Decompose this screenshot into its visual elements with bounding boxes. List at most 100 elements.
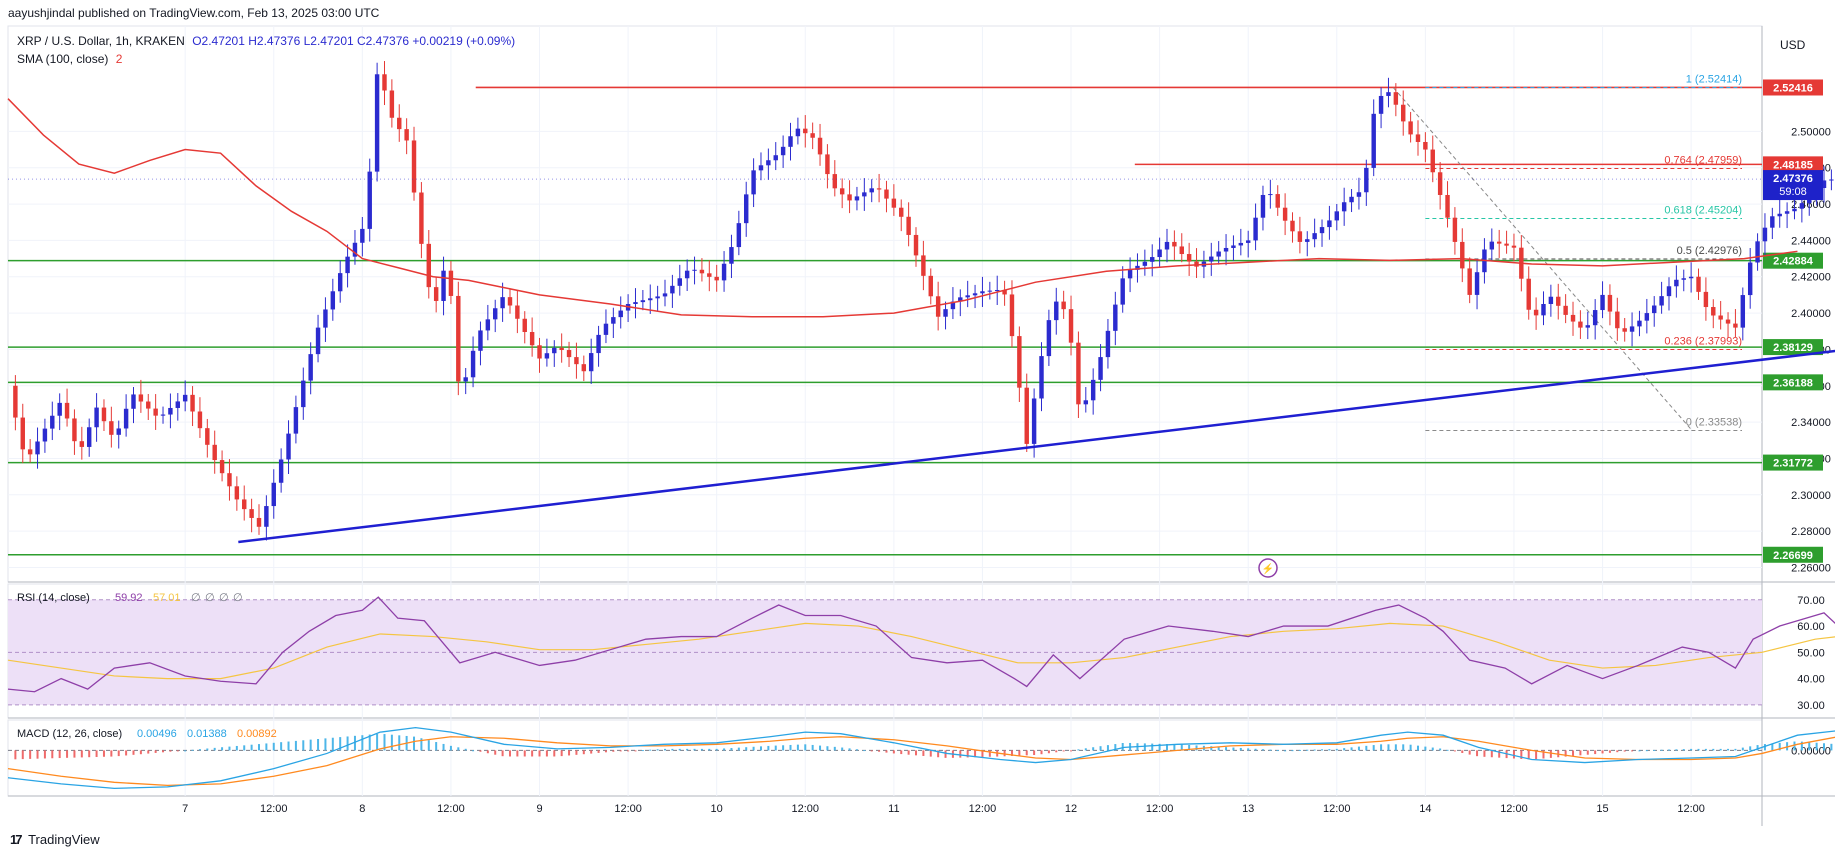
candle-up <box>1474 272 1480 295</box>
rsi-line <box>7 596 1835 693</box>
macd-histogram-bar <box>708 748 711 751</box>
macd-histogram-bar <box>1667 749 1670 751</box>
macd-histogram-bar <box>1010 750 1013 756</box>
candle-down <box>1711 307 1716 316</box>
macd-histogram-bar <box>1498 750 1501 758</box>
macd-histogram-bar <box>826 746 829 751</box>
support-price-badge <box>1763 339 1823 356</box>
macd-histogram-bar <box>1520 750 1523 759</box>
candle-down <box>433 287 439 301</box>
macd-histogram-bar <box>1099 746 1102 751</box>
candle-up <box>293 407 299 434</box>
candle-down <box>79 441 85 447</box>
sma-legend[interactable]: SMA (100, close) 2 <box>17 52 122 66</box>
candle-up <box>1054 301 1059 321</box>
candle-down <box>1703 291 1709 308</box>
candle-down <box>1615 311 1620 329</box>
macd-histogram-bar <box>1261 749 1264 751</box>
macd-histogram-bar <box>915 750 918 756</box>
rsi-tick-label: 60.00 <box>1797 621 1825 633</box>
sma-100-line <box>7 98 1798 318</box>
candle-up <box>1157 249 1162 258</box>
price-tick-label: 2.30000 <box>1791 490 1831 502</box>
candle-up <box>1548 296 1554 304</box>
macd-histogram-bar <box>435 742 438 751</box>
macd-histogram-bar <box>1431 747 1434 751</box>
macd-histogram-bar <box>1092 747 1095 751</box>
candle-down <box>1290 220 1295 232</box>
macd-histogram-bar <box>398 735 401 751</box>
candle-up <box>478 330 483 351</box>
macd-histogram-bar <box>228 746 231 751</box>
macd-histogram-bar <box>1350 747 1353 751</box>
macd-histogram-bar <box>154 750 157 753</box>
candle-up <box>1740 295 1746 328</box>
support-price-label: 2.42884 <box>1773 256 1814 268</box>
candle-down <box>537 345 542 359</box>
macd-histogram-bar <box>619 750 622 752</box>
rsi-value: ∅ <box>205 592 215 604</box>
candle-down <box>832 174 838 189</box>
candle-up <box>965 295 970 298</box>
macd-histogram-bar <box>413 736 416 751</box>
candle-down <box>899 207 904 217</box>
candle-up <box>57 402 62 416</box>
macd-histogram-bar <box>58 750 61 759</box>
candle-up <box>1784 211 1790 214</box>
macd-histogram-bar <box>1719 748 1722 751</box>
candle-down <box>1437 172 1443 195</box>
candle-up <box>943 309 948 317</box>
macd-histogram-bar <box>1247 748 1250 751</box>
tradingview-logo[interactable]: 17 TradingView <box>10 832 100 847</box>
macd-histogram-bar <box>1402 744 1405 751</box>
macd-histogram-bar <box>265 743 268 751</box>
currency-label[interactable]: USD <box>1780 38 1806 52</box>
macd-histogram-bar <box>250 744 253 751</box>
macd-histogram-bar <box>1786 742 1789 751</box>
macd-histogram-bar <box>516 750 519 757</box>
candle-down <box>1526 278 1531 310</box>
candle-up <box>1386 92 1391 96</box>
candle-down <box>219 460 225 474</box>
macd-histogram-bar <box>1512 750 1515 759</box>
candle-up <box>662 293 668 297</box>
macd-histogram-bar <box>612 750 615 752</box>
macd-histogram-bar <box>346 736 349 751</box>
macd-histogram-bar <box>1756 745 1759 751</box>
macd-histogram-bar <box>213 747 216 751</box>
macd-histogram-bar <box>664 748 667 751</box>
candle-up <box>50 415 55 429</box>
macd-histogram-bar <box>1173 744 1176 751</box>
lightning-icon: ⚡ <box>1262 562 1274 575</box>
price-tick-label: 2.28000 <box>1791 526 1831 538</box>
candle-down <box>803 128 808 134</box>
macd-value: 0.01388 <box>187 728 227 740</box>
candle-down <box>559 347 564 351</box>
candle-up <box>980 291 985 294</box>
candle-down <box>913 234 919 256</box>
candle-up <box>1098 357 1103 380</box>
sma-label: SMA (100, close) <box>17 52 109 66</box>
candle-down <box>906 216 911 235</box>
candle-up <box>1755 241 1760 263</box>
symbol-title[interactable]: XRP / U.S. Dollar, 1h, KRAKEN O2.47201 H… <box>17 34 515 48</box>
candle-down <box>1733 323 1738 328</box>
candle-down <box>1533 309 1539 316</box>
macd-histogram-bar <box>1823 743 1826 751</box>
time-tick-label: 13 <box>1242 803 1254 815</box>
resistance-price-badge <box>1763 79 1823 96</box>
candle-up <box>1113 304 1118 331</box>
candle-up <box>470 350 476 378</box>
macd-histogram-bar <box>531 750 534 757</box>
macd-histogram-bar <box>139 750 142 755</box>
candle-down <box>1393 92 1399 105</box>
candle-down <box>876 188 882 190</box>
macd-histogram-bar <box>191 749 194 751</box>
macd-histogram-bar <box>796 744 799 751</box>
candle-up <box>972 293 978 296</box>
macd-histogram-bar <box>1003 750 1006 757</box>
rsi-value: ∅ <box>191 592 201 604</box>
macd-histogram-bar <box>745 747 748 751</box>
time-tick-label: 12:00 <box>1500 803 1528 815</box>
